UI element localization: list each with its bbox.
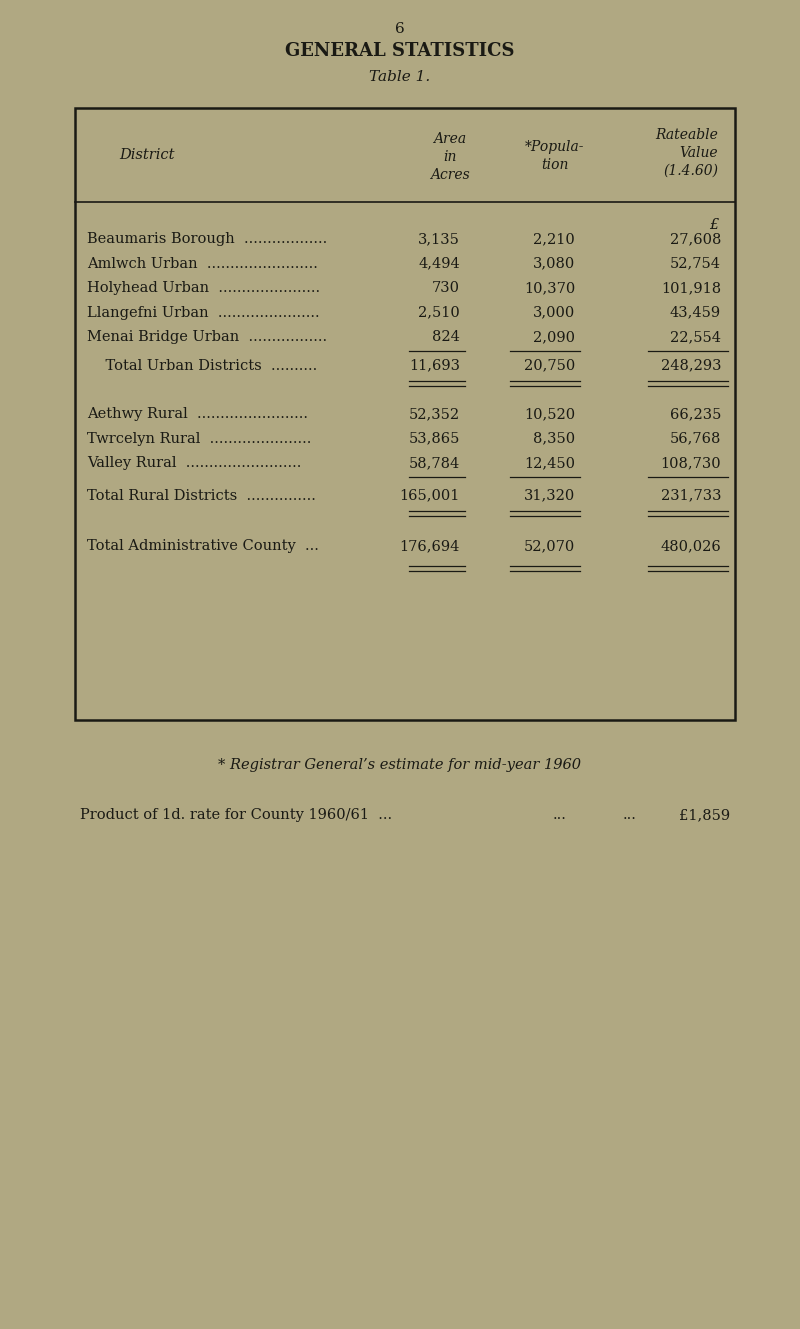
Text: 108,730: 108,730 [660,456,721,470]
Text: 52,070: 52,070 [524,540,575,553]
Text: 2,210: 2,210 [534,233,575,246]
Text: *Popula-: *Popula- [526,140,585,154]
Text: Area: Area [434,132,466,146]
Text: 11,693: 11,693 [409,359,460,372]
Text: 101,918: 101,918 [661,280,721,295]
Text: 248,293: 248,293 [661,359,721,372]
Text: Aethwy Rural  ........................: Aethwy Rural ........................ [87,407,308,421]
Text: GENERAL STATISTICS: GENERAL STATISTICS [286,43,514,60]
Text: Holyhead Urban  ......................: Holyhead Urban ...................... [87,280,320,295]
Text: Value: Value [679,146,718,159]
Text: £: £ [709,218,718,233]
Text: Menai Bridge Urban  .................: Menai Bridge Urban ................. [87,330,327,344]
Text: 6: 6 [395,23,405,36]
Text: 480,026: 480,026 [660,540,721,553]
Text: 27,608: 27,608 [670,233,721,246]
Text: 52,754: 52,754 [670,256,721,271]
Text: 824: 824 [432,330,460,344]
Text: Total Administrative County  ...: Total Administrative County ... [87,540,319,553]
Text: 53,865: 53,865 [409,432,460,445]
Text: 10,370: 10,370 [524,280,575,295]
Text: Table 1.: Table 1. [370,70,430,84]
Text: 12,450: 12,450 [524,456,575,470]
Text: in: in [443,150,457,163]
Text: £1,859: £1,859 [679,808,730,823]
Text: Valley Rural  .........................: Valley Rural ......................... [87,456,302,470]
Text: Total Urban Districts  ..........: Total Urban Districts .......... [87,359,318,372]
Text: Beaumaris Borough  ..................: Beaumaris Borough .................. [87,233,327,246]
Text: 2,510: 2,510 [418,306,460,319]
Bar [75,108,735,720]
Text: 31,320: 31,320 [524,489,575,502]
Text: * Registrar General’s estimate for mid-year 1960: * Registrar General’s estimate for mid-y… [218,758,582,772]
Text: 10,520: 10,520 [524,407,575,421]
Text: 3,000: 3,000 [533,306,575,319]
Text: Llangefni Urban  ......................: Llangefni Urban ...................... [87,306,320,319]
Text: 43,459: 43,459 [670,306,721,319]
Text: District: District [119,148,174,162]
Text: tion: tion [542,158,569,171]
Text: ...: ... [623,808,637,823]
Text: 231,733: 231,733 [661,489,721,502]
Text: Amlwch Urban  ........................: Amlwch Urban ........................ [87,256,318,271]
Text: 3,135: 3,135 [418,233,460,246]
Text: 52,352: 52,352 [409,407,460,421]
Text: ...: ... [553,808,567,823]
Text: 20,750: 20,750 [524,359,575,372]
Text: 66,235: 66,235 [670,407,721,421]
Text: 2,090: 2,090 [533,330,575,344]
Text: 4,494: 4,494 [418,256,460,271]
Text: Acres: Acres [430,167,470,182]
Text: Twrcelyn Rural  ......................: Twrcelyn Rural ...................... [87,432,311,445]
Text: 22,554: 22,554 [670,330,721,344]
Text: 56,768: 56,768 [670,432,721,445]
Text: (1.4.60): (1.4.60) [663,163,718,178]
Text: 730: 730 [432,280,460,295]
Text: 176,694: 176,694 [400,540,460,553]
Text: Total Rural Districts  ...............: Total Rural Districts ............... [87,489,316,502]
Text: 58,784: 58,784 [409,456,460,470]
Text: 3,080: 3,080 [533,256,575,271]
Text: Rateable: Rateable [655,128,718,142]
Text: 165,001: 165,001 [400,489,460,502]
Text: Product of 1d. rate for County 1960/61  ...: Product of 1d. rate for County 1960/61 .… [80,808,392,823]
Text: 8,350: 8,350 [533,432,575,445]
